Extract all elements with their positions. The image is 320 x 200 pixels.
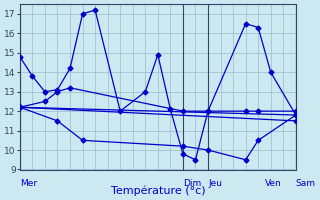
Text: Ven: Ven: [264, 179, 281, 188]
Text: Sam: Sam: [296, 179, 316, 188]
Text: Jeu: Jeu: [208, 179, 222, 188]
X-axis label: Température (°c): Température (°c): [110, 185, 205, 196]
Text: Dim: Dim: [183, 179, 201, 188]
Text: Mer: Mer: [20, 179, 37, 188]
